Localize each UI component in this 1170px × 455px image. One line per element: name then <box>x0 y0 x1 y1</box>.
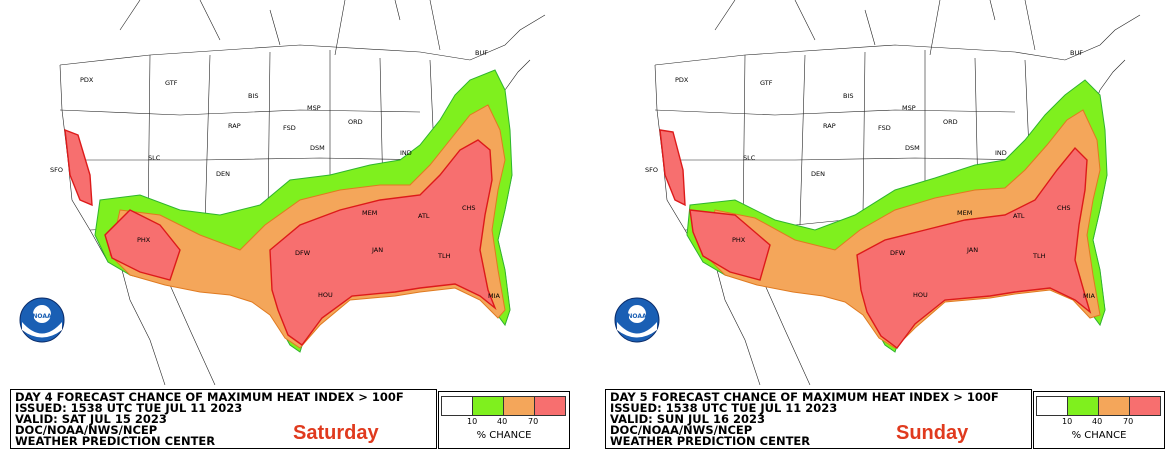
legend-title: % CHANCE <box>1071 430 1127 441</box>
city-label: HOU <box>913 291 928 299</box>
city-label: BUF <box>1070 49 1083 57</box>
legend-swatch-10 <box>1067 396 1099 416</box>
day4-forecast-panel: PDX GTF BIS MSP RAP FSD SLC DEN DSM SFO … <box>0 0 575 455</box>
city-label: CHS <box>462 204 476 212</box>
legend-swatch-10 <box>472 396 504 416</box>
caption-center: WEATHER PREDICTION CENTER <box>610 434 811 448</box>
legend-tick: 10 <box>467 417 478 426</box>
day5-forecast-panel: PDX GTF BIS MSP RAP FSD SLC DEN DSM SFO … <box>595 0 1170 455</box>
city-label: FSD <box>283 124 296 132</box>
legend-swatch-40 <box>1098 396 1130 416</box>
map-caption: DAY 5 FORECAST CHANCE OF MAXIMUM HEAT IN… <box>605 389 1032 449</box>
legend-swatch-none <box>441 396 473 416</box>
city-label: SLC <box>148 154 161 162</box>
map-caption: DAY 4 FORECAST CHANCE OF MAXIMUM HEAT IN… <box>10 389 437 449</box>
city-label: JAN <box>371 246 383 254</box>
city-label: JAN <box>966 246 978 254</box>
legend-swatch-none <box>1036 396 1068 416</box>
probability-legend: 10 40 70 % CHANCE <box>438 391 570 449</box>
legend-title: % CHANCE <box>476 430 532 441</box>
caption-title: DAY 4 FORECAST CHANCE OF MAXIMUM HEAT IN… <box>15 390 404 404</box>
city-label: GTF <box>760 79 773 87</box>
city-label: ATL <box>418 212 430 220</box>
svg-text:NOAA: NOAA <box>32 313 52 320</box>
city-label: DEN <box>216 170 230 178</box>
city-label: IND <box>400 149 412 157</box>
city-label: MEM <box>957 209 972 217</box>
city-label: DSM <box>310 144 325 152</box>
caption-center: WEATHER PREDICTION CENTER <box>15 434 216 448</box>
city-label: PDX <box>675 76 689 84</box>
city-label: MIA <box>1083 292 1096 300</box>
caption-title: DAY 5 FORECAST CHANCE OF MAXIMUM HEAT IN… <box>610 390 999 404</box>
caption-issued: ISSUED: 1538 UTC TUE JUL 11 2023 <box>610 401 838 415</box>
city-label: CHS <box>1057 204 1071 212</box>
city-label: DFW <box>295 249 311 257</box>
city-label: PHX <box>137 236 151 244</box>
caption-issued: ISSUED: 1538 UTC TUE JUL 11 2023 <box>15 401 243 415</box>
city-label: RAP <box>228 122 241 130</box>
svg-text:NOAA: NOAA <box>627 313 647 320</box>
city-labels: PDX GTF BIS MSP RAP FSD SLC DEN DSM SFO … <box>645 49 1096 300</box>
probability-legend: 10 40 70 % CHANCE <box>1033 391 1165 449</box>
city-label: GTF <box>165 79 178 87</box>
city-label: HOU <box>318 291 333 299</box>
city-label: SLC <box>743 154 756 162</box>
city-label: IND <box>995 149 1007 157</box>
city-label: DSM <box>905 144 920 152</box>
city-labels: PDX GTF BIS MSP RAP FSD SLC DEN DSM SFO … <box>50 49 501 300</box>
caption-valid: VALID: SAT JUL 15 2023 <box>15 412 167 426</box>
caption-agency: DOC/NOAA/NWS/NCEP <box>15 423 158 437</box>
city-label: SFO <box>50 166 63 174</box>
city-label: PHX <box>732 236 746 244</box>
city-label: FSD <box>878 124 891 132</box>
legend-tick: 40 <box>1092 417 1103 426</box>
city-label: TLH <box>1032 252 1046 260</box>
city-label: DFW <box>890 249 906 257</box>
city-label: RAP <box>823 122 836 130</box>
city-label: TLH <box>437 252 451 260</box>
city-label: MSP <box>307 104 321 112</box>
legend-swatch-70 <box>534 396 566 416</box>
city-label: BUF <box>475 49 488 57</box>
noaa-logo-icon: NOAA <box>614 297 660 343</box>
city-label: PDX <box>80 76 94 84</box>
noaa-logo-icon: NOAA <box>19 297 65 343</box>
city-label: MEM <box>362 209 377 217</box>
legend-tick: 10 <box>1062 417 1073 426</box>
legend-tick: 70 <box>528 417 539 426</box>
city-label: ORD <box>943 118 958 126</box>
day5-heat-index-map: PDX GTF BIS MSP RAP FSD SLC DEN DSM SFO … <box>614 0 1141 385</box>
city-label: MIA <box>488 292 501 300</box>
city-label: MSP <box>902 104 916 112</box>
caption-agency: DOC/NOAA/NWS/NCEP <box>610 423 753 437</box>
city-label: ORD <box>348 118 363 126</box>
city-label: SFO <box>645 166 658 174</box>
city-label: BIS <box>843 92 854 100</box>
day-label: Saturday <box>293 422 379 444</box>
caption-valid: VALID: SUN JUL 16 2023 <box>610 412 765 426</box>
legend-tick: 70 <box>1123 417 1134 426</box>
day-label: Sunday <box>896 422 969 444</box>
legend-swatch-70 <box>1129 396 1161 416</box>
day4-heat-index-map: PDX GTF BIS MSP RAP FSD SLC DEN DSM SFO … <box>19 0 546 385</box>
city-label: BIS <box>248 92 259 100</box>
legend-tick: 40 <box>497 417 508 426</box>
city-label: ATL <box>1013 212 1025 220</box>
legend-swatch-40 <box>503 396 535 416</box>
city-label: DEN <box>811 170 825 178</box>
